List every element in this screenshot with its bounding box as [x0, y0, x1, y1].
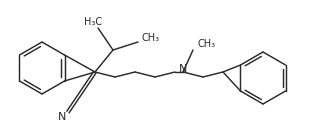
- Text: N: N: [58, 112, 66, 122]
- Text: CH₃: CH₃: [198, 39, 216, 49]
- Text: CH₃: CH₃: [142, 33, 160, 43]
- Text: N: N: [179, 64, 187, 74]
- Text: H₃C: H₃C: [84, 17, 102, 27]
